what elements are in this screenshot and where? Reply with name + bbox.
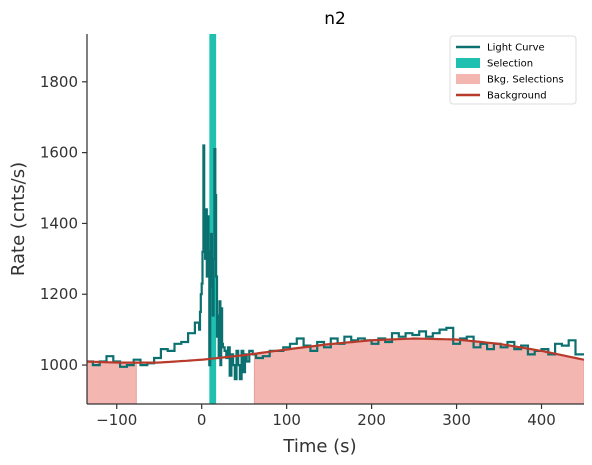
x-tick-label: 100 [272, 411, 301, 429]
x-ticks: −100 0 100 200 300 400 [96, 404, 556, 429]
legend-label-background: Background [487, 91, 547, 102]
selection-region [209, 34, 217, 404]
selection-band [209, 34, 217, 404]
y-tick-label: 1400 [40, 214, 78, 232]
background-line [87, 337, 584, 364]
chart-title: n2 [324, 9, 346, 29]
y-tick-label: 1000 [40, 356, 78, 374]
light-curve-line [87, 144, 584, 381]
light-curve-series [87, 144, 584, 381]
legend-label-light-curve: Light Curve [487, 43, 545, 54]
x-tick-label: −100 [96, 411, 137, 429]
legend-box [449, 35, 577, 105]
bkg-selection-region-1 [87, 360, 137, 404]
x-tick-label: 300 [442, 411, 471, 429]
plot-area [87, 34, 584, 404]
y-ticks: 1000 1200 1400 1600 1800 [40, 73, 87, 374]
legend-swatch-selection [456, 58, 480, 68]
y-tick-label: 1800 [40, 73, 78, 91]
x-tick-label: 200 [357, 411, 386, 429]
axes: −100 0 100 200 300 400 1000 1200 1400 1600 1800 [40, 34, 584, 429]
x-axis-title: Time (s) [282, 436, 356, 457]
x-tick-label: 0 [197, 411, 207, 429]
legend: Light Curve Selection Bkg. Selections Backg… [449, 35, 577, 105]
legend-swatch-bkg-selections [456, 74, 480, 84]
x-tick-label: 400 [527, 411, 556, 429]
y-tick-label: 1600 [40, 144, 78, 162]
y-tick-label: 1200 [40, 285, 78, 303]
y-axis-title: Rate (cnts/s) [8, 162, 29, 276]
background-series [87, 337, 584, 364]
legend-label-selection: Selection [487, 59, 533, 70]
legend-label-bkg-selections: Bkg. Selections [487, 75, 564, 86]
